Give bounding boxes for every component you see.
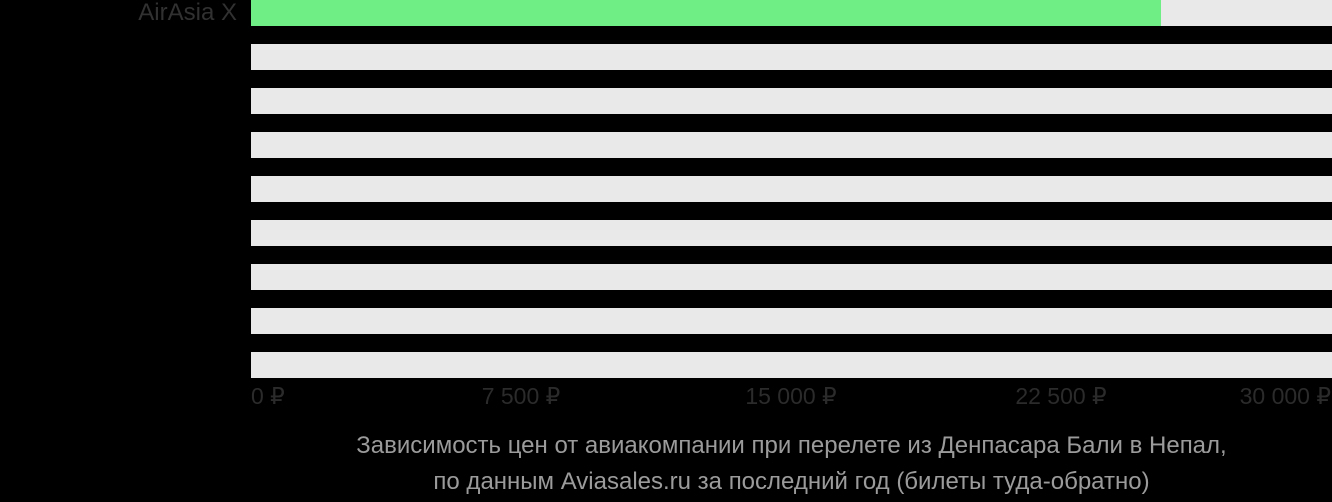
x-tick-label: 22 500 ₽	[1015, 383, 1107, 409]
bar-track	[251, 0, 1332, 26]
chart-subtitle: по данным Aviasales.ru за последний год …	[433, 468, 1150, 495]
bar-rows: AirAsia X	[0, 0, 1332, 378]
bar-track	[251, 44, 1332, 70]
bar-row	[0, 308, 1332, 334]
category-label	[0, 176, 251, 202]
category-label	[0, 352, 251, 378]
bar-track	[251, 176, 1332, 202]
bar-row	[0, 132, 1332, 158]
bar-row	[0, 44, 1332, 70]
x-tick-label: 30 000 ₽	[1239, 383, 1331, 409]
x-tick-label: 0 ₽	[251, 383, 285, 409]
bar-track	[251, 352, 1332, 378]
chart-title: Зависимость цен от авиакомпании при пере…	[356, 432, 1227, 459]
category-label	[0, 308, 251, 334]
category-label: AirAsia X	[138, 0, 237, 26]
bar-row	[0, 264, 1332, 290]
category-label	[0, 88, 251, 114]
bar-row	[0, 176, 1332, 202]
bar-track	[251, 264, 1332, 290]
category-label	[0, 44, 251, 70]
category-label	[0, 132, 251, 158]
bar-fill	[251, 0, 1161, 26]
x-tick-label: 7 500 ₽	[481, 383, 561, 409]
x-tick-label: 15 000 ₽	[745, 383, 837, 409]
bar-track	[251, 308, 1332, 334]
bar-row: AirAsia X	[0, 0, 1332, 26]
category-label	[0, 264, 251, 290]
bar-track	[251, 220, 1332, 246]
category-label	[0, 220, 251, 246]
bar-track	[251, 132, 1332, 158]
bar-track	[251, 88, 1332, 114]
x-axis: 0 ₽ 7 500 ₽ 15 000 ₽ 22 500 ₽ 30 000 ₽	[251, 382, 1331, 410]
bar-row	[0, 352, 1332, 378]
bar-row	[0, 220, 1332, 246]
chart-caption: Зависимость цен от авиакомпании при пере…	[251, 428, 1332, 500]
bar-row	[0, 88, 1332, 114]
